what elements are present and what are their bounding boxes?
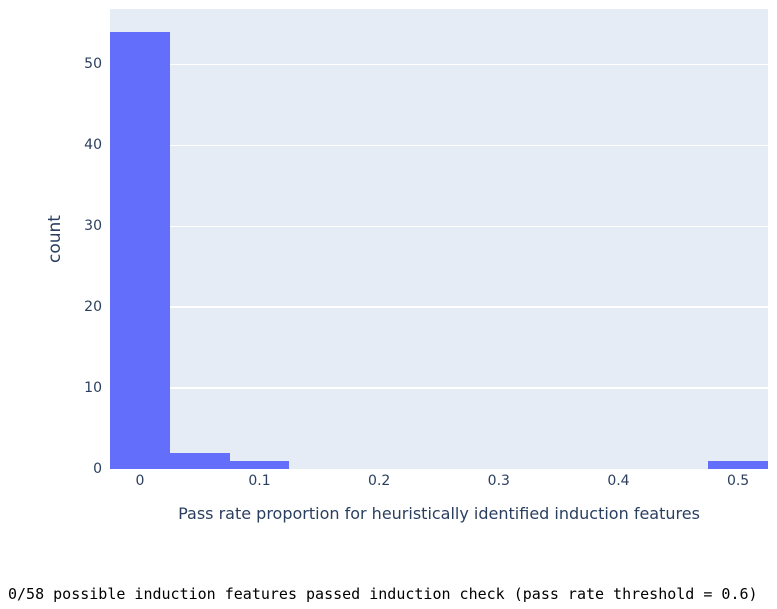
histogram-bar: [110, 31, 170, 469]
y-gridline: [110, 306, 768, 308]
y-gridline: [110, 225, 768, 227]
x-axis-title: Pass rate proportion for heuristically i…: [178, 504, 700, 523]
console-output-text: 0/58 possible induction features passed …: [8, 585, 758, 603]
x-tick-label: 0.3: [487, 473, 510, 489]
histogram-figure: count Pass rate proportion for heuristic…: [45, 9, 768, 523]
x-tick-label: 0: [135, 473, 145, 489]
y-tick-label: 50: [84, 56, 102, 73]
x-tick-label: 0.4: [607, 473, 630, 489]
histogram-bar: [708, 460, 768, 469]
y-tick-label: 10: [84, 380, 102, 397]
y-tick-label: 40: [84, 137, 102, 154]
y-gridline: [110, 387, 768, 389]
y-tick-label: 0: [93, 461, 102, 477]
histogram-bar: [229, 460, 290, 469]
x-tick-label: 0.2: [368, 473, 391, 489]
x-tick-label: 0.5: [726, 473, 750, 489]
y-tick-label: 20: [84, 299, 102, 316]
y-tick-label: 30: [84, 218, 102, 235]
y-gridline: [110, 144, 768, 146]
x-tick-label: 0.1: [248, 473, 271, 489]
plot-area: [110, 9, 768, 469]
y-gridline: [110, 63, 768, 66]
histogram-bar: [169, 452, 230, 469]
